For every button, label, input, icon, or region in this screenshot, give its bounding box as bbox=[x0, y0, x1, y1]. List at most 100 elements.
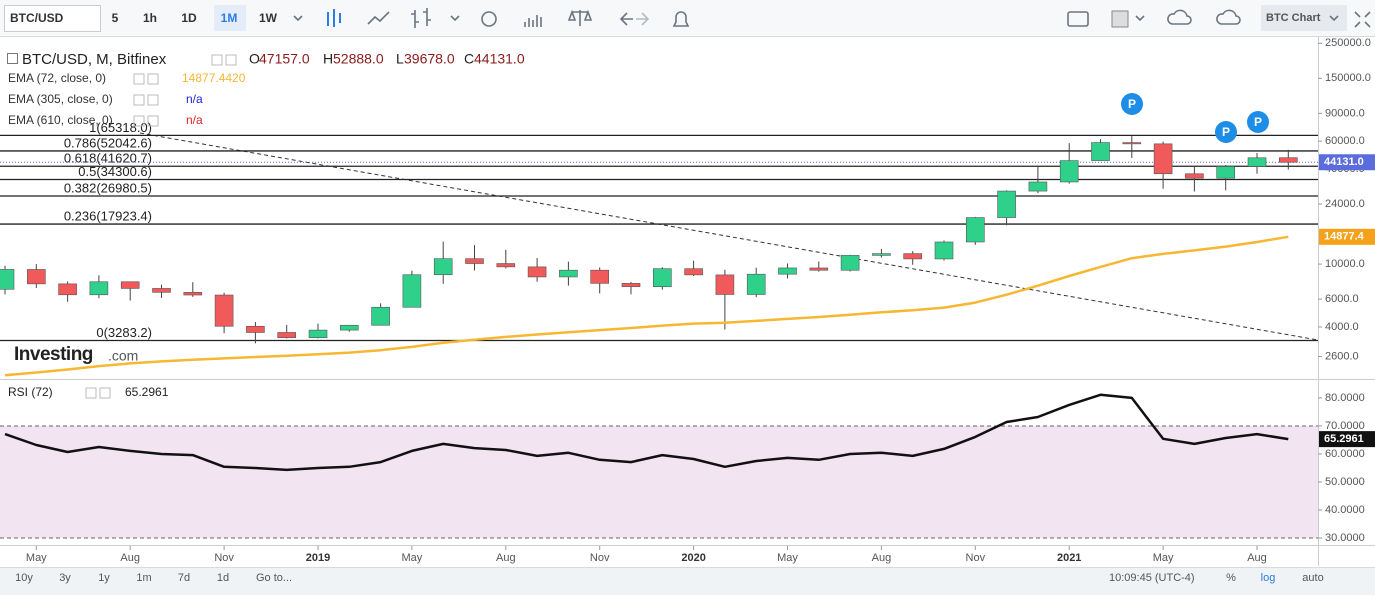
candle-body bbox=[840, 255, 860, 271]
scale-toggle[interactable]: % bbox=[1226, 572, 1236, 584]
interval-button[interactable]: 5 bbox=[112, 11, 119, 25]
y-tick-label: 90000.0 bbox=[1325, 107, 1365, 119]
candle-body bbox=[465, 258, 484, 264]
candle-body bbox=[715, 274, 735, 295]
x-tick-label: 2021 bbox=[1057, 552, 1081, 564]
symbol-input[interactable] bbox=[4, 5, 101, 32]
dropdown-icon[interactable] bbox=[1329, 15, 1339, 22]
legend-button[interactable] bbox=[225, 54, 237, 66]
y-tick-label: 150000.0 bbox=[1325, 72, 1371, 84]
fullscreen-icon[interactable] bbox=[1354, 11, 1371, 28]
y-tick-label: 2600.0 bbox=[1325, 350, 1359, 362]
candle-body bbox=[152, 288, 171, 293]
y-tick-label: 60.0000 bbox=[1325, 448, 1365, 460]
indicators-icon[interactable] bbox=[524, 15, 542, 27]
legend-button[interactable] bbox=[99, 387, 111, 399]
candle-body bbox=[934, 241, 954, 260]
interval-button[interactable]: 1M bbox=[221, 11, 238, 25]
legend-button[interactable] bbox=[147, 115, 159, 127]
compare-icon[interactable] bbox=[567, 9, 593, 26]
goto-button[interactable]: Go to... bbox=[256, 572, 292, 584]
range-button[interactable]: 3y bbox=[59, 572, 71, 584]
legend-button[interactable] bbox=[133, 115, 145, 127]
price-badge bbox=[1319, 154, 1375, 171]
range-button[interactable]: 7d bbox=[178, 572, 190, 584]
candle-body bbox=[496, 263, 516, 268]
y-tick-label: 6000.0 bbox=[1325, 293, 1359, 305]
y-tick-label: 80.0000 bbox=[1325, 392, 1365, 404]
watermark-main: Investing bbox=[14, 344, 93, 365]
camera-icon[interactable] bbox=[1067, 11, 1089, 27]
range-button[interactable]: 1m bbox=[136, 572, 151, 584]
line-icon[interactable] bbox=[367, 11, 390, 25]
candle-body bbox=[809, 267, 829, 271]
undo-icon[interactable] bbox=[619, 12, 633, 26]
series-line bbox=[4, 235, 1289, 377]
indicator-value: 14877.4420 bbox=[182, 71, 246, 85]
dropdown-icon[interactable] bbox=[450, 15, 460, 22]
y-tick-label: 70.0000 bbox=[1325, 420, 1365, 432]
candle-body bbox=[1028, 181, 1048, 192]
legend-button[interactable] bbox=[147, 73, 159, 85]
legend-button[interactable] bbox=[147, 94, 159, 106]
legend-button[interactable] bbox=[133, 73, 145, 85]
interval-button[interactable]: 1D bbox=[181, 11, 197, 25]
ohlc-key: L bbox=[396, 51, 404, 67]
legend-button[interactable] bbox=[211, 54, 223, 66]
candle-body bbox=[26, 269, 46, 285]
color-icon[interactable] bbox=[1111, 10, 1129, 28]
event-marker[interactable] bbox=[1121, 93, 1143, 115]
x-tick-label: May bbox=[777, 552, 798, 564]
event-marker-label: P bbox=[1128, 97, 1136, 111]
dropdown-icon[interactable] bbox=[1135, 15, 1145, 22]
scale-toggle[interactable]: log bbox=[1261, 572, 1276, 584]
x-tick-label: Aug bbox=[872, 552, 892, 564]
dropdown-icon[interactable] bbox=[293, 15, 303, 22]
candle-body bbox=[778, 267, 797, 275]
event-marker-label: P bbox=[1254, 115, 1262, 129]
fib-label: 1(65318.0) bbox=[89, 120, 152, 135]
load-icon[interactable] bbox=[1167, 9, 1192, 25]
candles-icon[interactable] bbox=[327, 9, 341, 27]
candle-body bbox=[872, 253, 891, 256]
y-tick-label: 4000.0 bbox=[1325, 321, 1359, 333]
ohlc-value: 44131.0 bbox=[474, 51, 525, 67]
candle-body bbox=[559, 269, 578, 278]
alert-icon[interactable] bbox=[672, 11, 690, 27]
y-tick-label: 40.0000 bbox=[1325, 504, 1365, 516]
legend-button[interactable] bbox=[133, 94, 145, 106]
legend-button[interactable] bbox=[85, 387, 97, 399]
series-line bbox=[4, 393, 1289, 472]
indicator-name: EMA (72, close, 0) bbox=[8, 71, 106, 85]
event-marker[interactable] bbox=[1215, 121, 1237, 143]
interval-button[interactable]: 1W bbox=[259, 11, 278, 25]
save-icon[interactable] bbox=[1216, 9, 1241, 25]
x-tick-label: Aug bbox=[496, 552, 516, 564]
candle-body bbox=[1153, 143, 1173, 175]
range-button[interactable]: 10y bbox=[15, 572, 33, 584]
candle-body bbox=[402, 274, 422, 308]
interval-button[interactable]: 1h bbox=[143, 11, 157, 25]
ohlc-key: H bbox=[323, 51, 333, 67]
candle-body bbox=[1185, 173, 1204, 179]
candle-body bbox=[1216, 166, 1235, 179]
indicator-value: n/a bbox=[186, 92, 203, 106]
event-marker[interactable] bbox=[1247, 111, 1269, 133]
redo-icon[interactable] bbox=[636, 12, 650, 26]
candle-body bbox=[120, 281, 140, 289]
settings-icon[interactable] bbox=[481, 11, 497, 27]
candle-body bbox=[1122, 142, 1142, 145]
x-tick-label: May bbox=[402, 552, 423, 564]
candle-body bbox=[183, 292, 203, 296]
range-button[interactable]: 1d bbox=[217, 572, 229, 584]
watermark-suffix: .com bbox=[108, 348, 138, 364]
collapse-box[interactable] bbox=[7, 53, 18, 64]
clock: 10:09:45 (UTC-4) bbox=[1109, 572, 1195, 584]
range-button[interactable]: 1y bbox=[98, 572, 110, 584]
symbol-text: BTC/USD bbox=[10, 11, 64, 25]
bars-icon[interactable] bbox=[411, 8, 431, 28]
scale-toggle[interactable]: auto bbox=[1302, 572, 1323, 584]
ohlc-key: O bbox=[249, 51, 260, 67]
x-tick-label: Nov bbox=[966, 552, 986, 564]
